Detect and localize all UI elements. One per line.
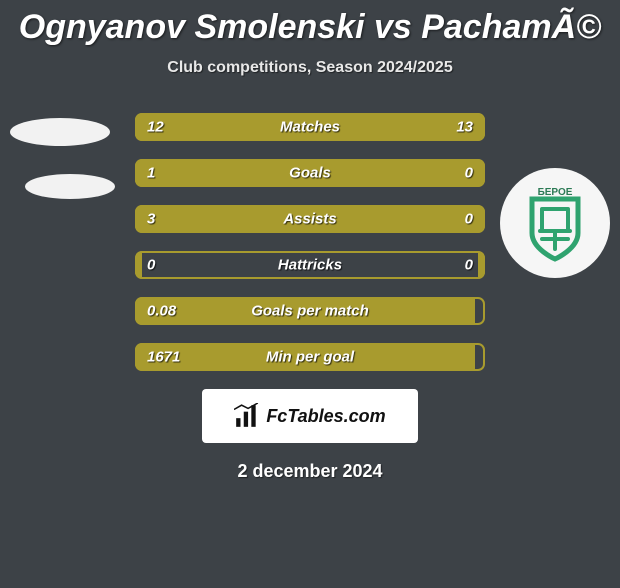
stat-row: 0.08Goals per match (135, 297, 485, 325)
stat-name: Matches (135, 119, 485, 136)
team-right-badge: БЕРОЕ (500, 168, 610, 278)
stat-row: 30Assists (135, 205, 485, 233)
stat-row: 00Hattricks (135, 251, 485, 279)
team-right-circle: БЕРОЕ (500, 168, 610, 278)
stat-name: Goals (135, 165, 485, 182)
shield-icon: БЕРОЕ (520, 183, 590, 263)
team-left-badge (10, 118, 115, 199)
logo-pill: FcTables.com (202, 389, 418, 443)
team-right-badge-text: БЕРОЕ (538, 187, 573, 198)
stat-name: Min per goal (135, 349, 485, 366)
logo-text: FcTables.com (266, 406, 385, 427)
date-text: 2 december 2024 (0, 461, 620, 482)
bar-chart-icon (234, 403, 260, 429)
stat-row: 10Goals (135, 159, 485, 187)
stat-row: 1671Min per goal (135, 343, 485, 371)
stat-name: Hattricks (135, 257, 485, 274)
stat-name: Assists (135, 211, 485, 228)
page-title: Ognyanov Smolenski vs PachamÃ© (0, 8, 620, 47)
team-left-shape-a (10, 118, 110, 146)
stats-bars: 1213Matches 10Goals 30Assists 00Hattricks 0.… (135, 113, 485, 371)
team-left-shape-b (25, 174, 115, 199)
stat-name: Goals per match (135, 303, 485, 320)
page-subtitle: Club competitions, Season 2024/2025 (0, 59, 620, 77)
stat-row: 1213Matches (135, 113, 485, 141)
